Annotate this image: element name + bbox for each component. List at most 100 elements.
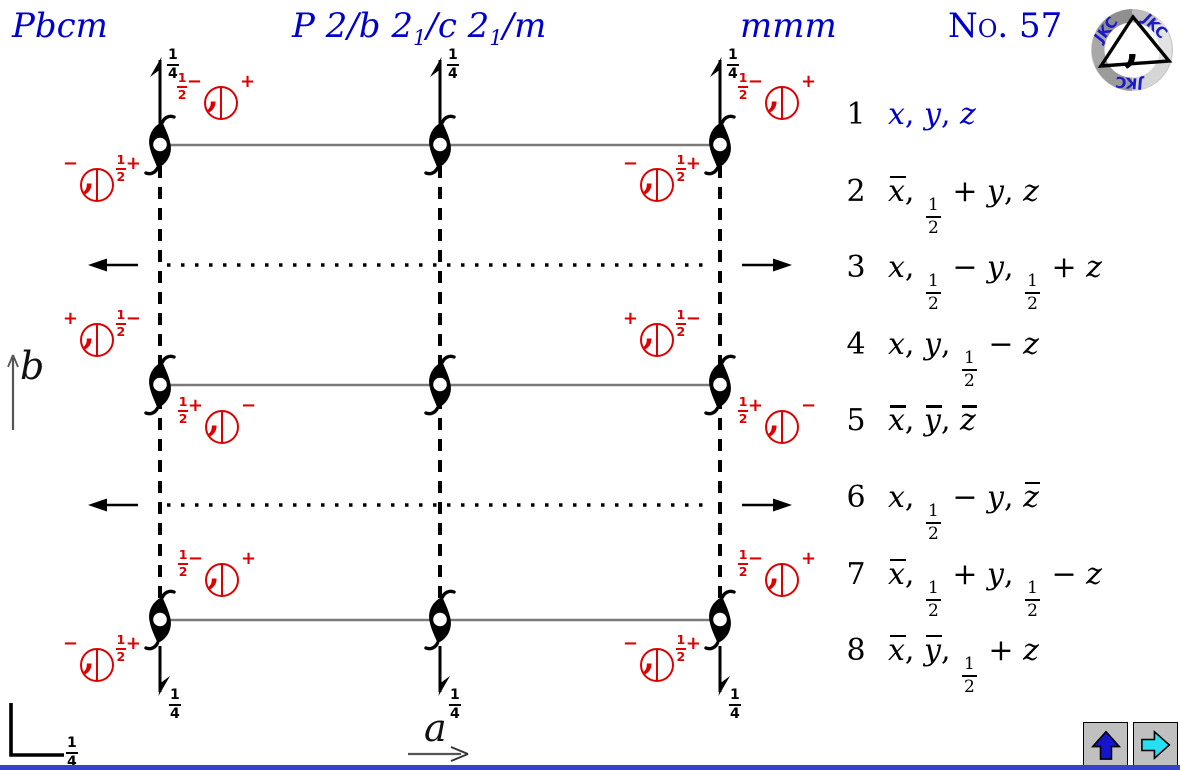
right-arrow-icon [1140, 729, 1170, 760]
separator: , [940, 97, 961, 132]
atom-position-symbol: , 1 2− + [738, 71, 816, 120]
height-sign: + [240, 71, 256, 92]
position-number: 1 [846, 97, 866, 132]
atom-position-symbol: , +1 2− [623, 308, 701, 357]
position-coordinates: x, y, z [888, 97, 976, 132]
atom-position-symbol: , 1 2 + − [178, 395, 256, 444]
space-group-short-symbol: Pbcm [12, 6, 108, 46]
height-label-left: 1 2 + [178, 395, 203, 425]
atom-position-symbol: , − 1 2 + [63, 153, 141, 202]
twofold-screw-axis-symbol [424, 354, 456, 416]
height-label-right: 1 2 + [116, 152, 141, 184]
atom-position-symbol: , 1 2− + [178, 548, 256, 597]
origin-corner-mark [9, 703, 64, 757]
separator: + [1041, 250, 1087, 286]
separator: , [1004, 250, 1024, 286]
enantiomorph-comma-icon: , [643, 313, 655, 353]
enantiomorph-comma-icon: , [768, 400, 780, 440]
atom-divider-line [95, 324, 99, 356]
height-sign: + [62, 308, 78, 329]
b-axis-arrow-head [12, 354, 19, 368]
separator: − [1041, 556, 1087, 592]
a-axis-arrow-head [450, 746, 469, 755]
separator: , [904, 403, 924, 439]
height-label-right: + [240, 72, 255, 91]
atom-position-symbol: , 1 2− + [177, 71, 255, 120]
height-sign: + [187, 395, 203, 416]
atom-circle [765, 86, 799, 120]
twofold-screw-axis-symbol [144, 354, 176, 416]
axis-arrow-right-head [773, 258, 792, 272]
position-number: 3 [846, 250, 866, 286]
height-sign: − [125, 308, 141, 329]
height-sign: + [685, 633, 701, 654]
coordinate-variable: y [987, 556, 1004, 592]
height-sign: − [747, 71, 763, 92]
position-entry: 1 x, y, z [842, 92, 976, 138]
atom-circle [80, 648, 114, 682]
height-sign: − [187, 548, 203, 569]
separator: , [940, 633, 961, 669]
atom-divider-line [95, 649, 99, 681]
twofold-screw-axis-symbol [704, 589, 736, 651]
twofold-screw-axis-symbol [424, 114, 456, 176]
atom-circle [80, 168, 114, 202]
separator: − [942, 480, 988, 515]
atom-divider-line [780, 564, 784, 596]
logo-comma-glyph: , [1124, 18, 1140, 72]
coordinate-variable: z [960, 97, 976, 132]
twofold-screw-axis-symbol [144, 589, 176, 651]
separator: , [904, 250, 924, 286]
up-arrow-icon [1090, 730, 1121, 760]
height-sign: − [622, 633, 638, 654]
logo-triangle [1097, 14, 1173, 68]
enantiomorph-comma-icon: , [83, 638, 95, 678]
nav-next-button[interactable] [1133, 722, 1178, 767]
height-sign: + [801, 548, 817, 569]
height-label-right: + [801, 549, 816, 568]
height-sign: + [125, 153, 141, 174]
twofold-screw-axis-symbol [424, 589, 456, 651]
coordinate-variable: z [1023, 475, 1040, 521]
coordinate-variable: z [1023, 326, 1039, 362]
position-number: 8 [846, 633, 866, 669]
atom-position-symbol: , − 1 2 + [623, 153, 701, 202]
separator: − [978, 326, 1024, 362]
axis-arrow-right-head [773, 498, 792, 512]
height-label-right: 1 2− [116, 307, 141, 339]
coordinate-variable: y [924, 326, 941, 362]
atom-circle [204, 86, 238, 120]
height-label-right: 1 2 + [116, 633, 141, 663]
nav-up-button[interactable] [1083, 722, 1128, 767]
separator: , [904, 173, 924, 209]
enantiomorph-comma-icon: , [83, 313, 95, 353]
enantiomorph-comma-icon: , [83, 158, 95, 198]
point-group-symbol: mmm [740, 6, 837, 46]
coordinate-variable: y [987, 480, 1004, 515]
coordinate-variable: y [924, 97, 941, 132]
axis-arrow-left-head [88, 498, 107, 512]
atom-position-symbol: , − 1 2 + [623, 633, 701, 682]
